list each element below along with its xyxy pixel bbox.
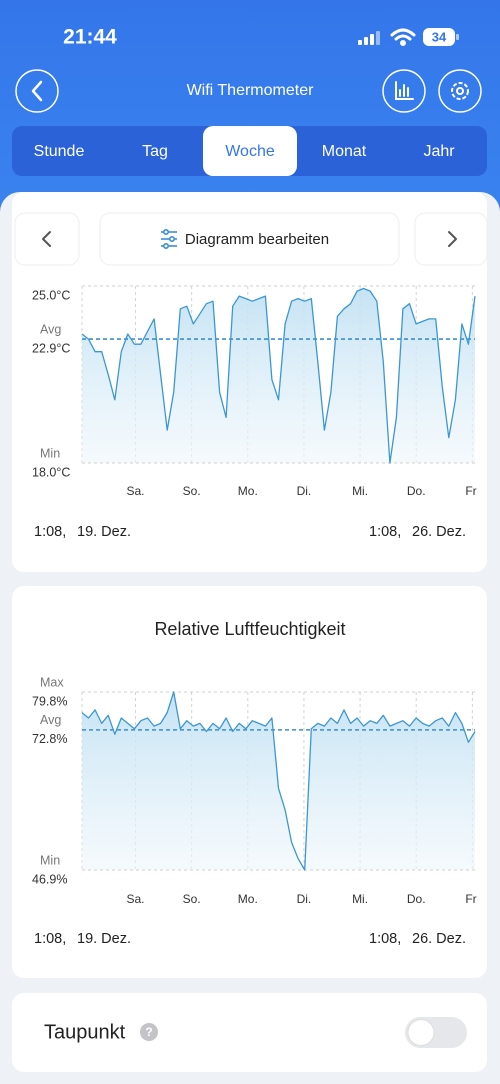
y-tick-name: Avg — [40, 713, 61, 727]
x-tick-label: Fr — [465, 892, 476, 906]
start-time: 1:08, — [34, 524, 66, 540]
y-tick-name: Min — [40, 446, 60, 460]
battery — [423, 28, 455, 46]
toggle-knob — [407, 1019, 435, 1046]
tab[interactable]: Tag — [142, 143, 168, 160]
chart-button[interactable] — [382, 69, 426, 113]
line — [81, 287, 476, 464]
x-tick-label: Do. — [407, 484, 426, 498]
y-tick-name: Avg — [40, 322, 61, 336]
x-tick-label: Mo. — [238, 484, 258, 498]
start-time: 1:08, — [34, 931, 66, 947]
help-icon[interactable] — [140, 1023, 158, 1041]
battery-tip — [456, 34, 459, 40]
x-tick-label: Sa. — [126, 892, 144, 906]
header-title: Wifi Thermometer — [187, 82, 315, 99]
y-tick-name: Max — [40, 675, 64, 689]
x-tick-label: So. — [183, 892, 201, 906]
edit-icon — [161, 229, 177, 250]
edit-button[interactable] — [99, 212, 400, 266]
y-tick-label: 25.0°C — [32, 288, 70, 302]
x-tick-label: So. — [183, 484, 201, 498]
end-time: 1:08, — [369, 524, 401, 540]
card — [12, 993, 487, 1072]
settings-button[interactable] — [438, 69, 482, 113]
y-tick-name: Min — [40, 853, 60, 867]
tab[interactable]: Monat — [322, 143, 367, 160]
line — [81, 691, 476, 871]
tab[interactable]: Jahr — [423, 143, 455, 160]
next-icon — [448, 231, 457, 247]
prev-icon — [42, 231, 51, 247]
x-tick-label: Do. — [407, 892, 426, 906]
battery-level: 34 — [432, 29, 447, 44]
wifi-icon — [390, 28, 416, 46]
x-tick-label: Di. — [297, 892, 312, 906]
edit-label: Diagramm bearbeiten — [185, 231, 329, 248]
status-time: 21:44 — [63, 26, 117, 49]
x-tick-label: Mi. — [352, 484, 368, 498]
end-time: 1:08, — [369, 931, 401, 947]
tab-selected[interactable] — [203, 126, 297, 176]
dew-point-label: Taupunkt — [44, 1021, 126, 1043]
end-date: 26. Dez. — [412, 524, 466, 540]
y-tick-label: 22.9°C — [32, 341, 70, 355]
end-date: 26. Dez. — [412, 931, 466, 947]
next-button[interactable] — [414, 212, 488, 266]
signal-icon — [358, 31, 380, 45]
start-date: 19. Dez. — [77, 931, 131, 947]
x-tick-label: Fr — [465, 484, 476, 498]
y-tick-label: 18.0°C — [32, 465, 70, 479]
prev-button[interactable] — [14, 212, 80, 266]
chart-title: Relative Luftfeuchtigkeit — [154, 619, 345, 639]
x-tick-label: Sa. — [126, 484, 144, 498]
tab[interactable]: Stunde — [34, 143, 85, 160]
help-text: ? — [145, 1025, 152, 1039]
y-tick-label: 79.8% — [32, 694, 67, 708]
area — [82, 288, 475, 463]
area — [82, 692, 475, 870]
back-button[interactable] — [15, 69, 59, 113]
x-tick-label: Mi. — [352, 892, 368, 906]
x-tick-label: Di. — [297, 484, 312, 498]
start-date: 19. Dez. — [77, 524, 131, 540]
y-tick-label: 72.8% — [32, 732, 67, 746]
tab[interactable]: Woche — [225, 143, 275, 160]
y-tick-label: 46.9% — [32, 872, 67, 886]
x-tick-label: Mo. — [238, 892, 258, 906]
